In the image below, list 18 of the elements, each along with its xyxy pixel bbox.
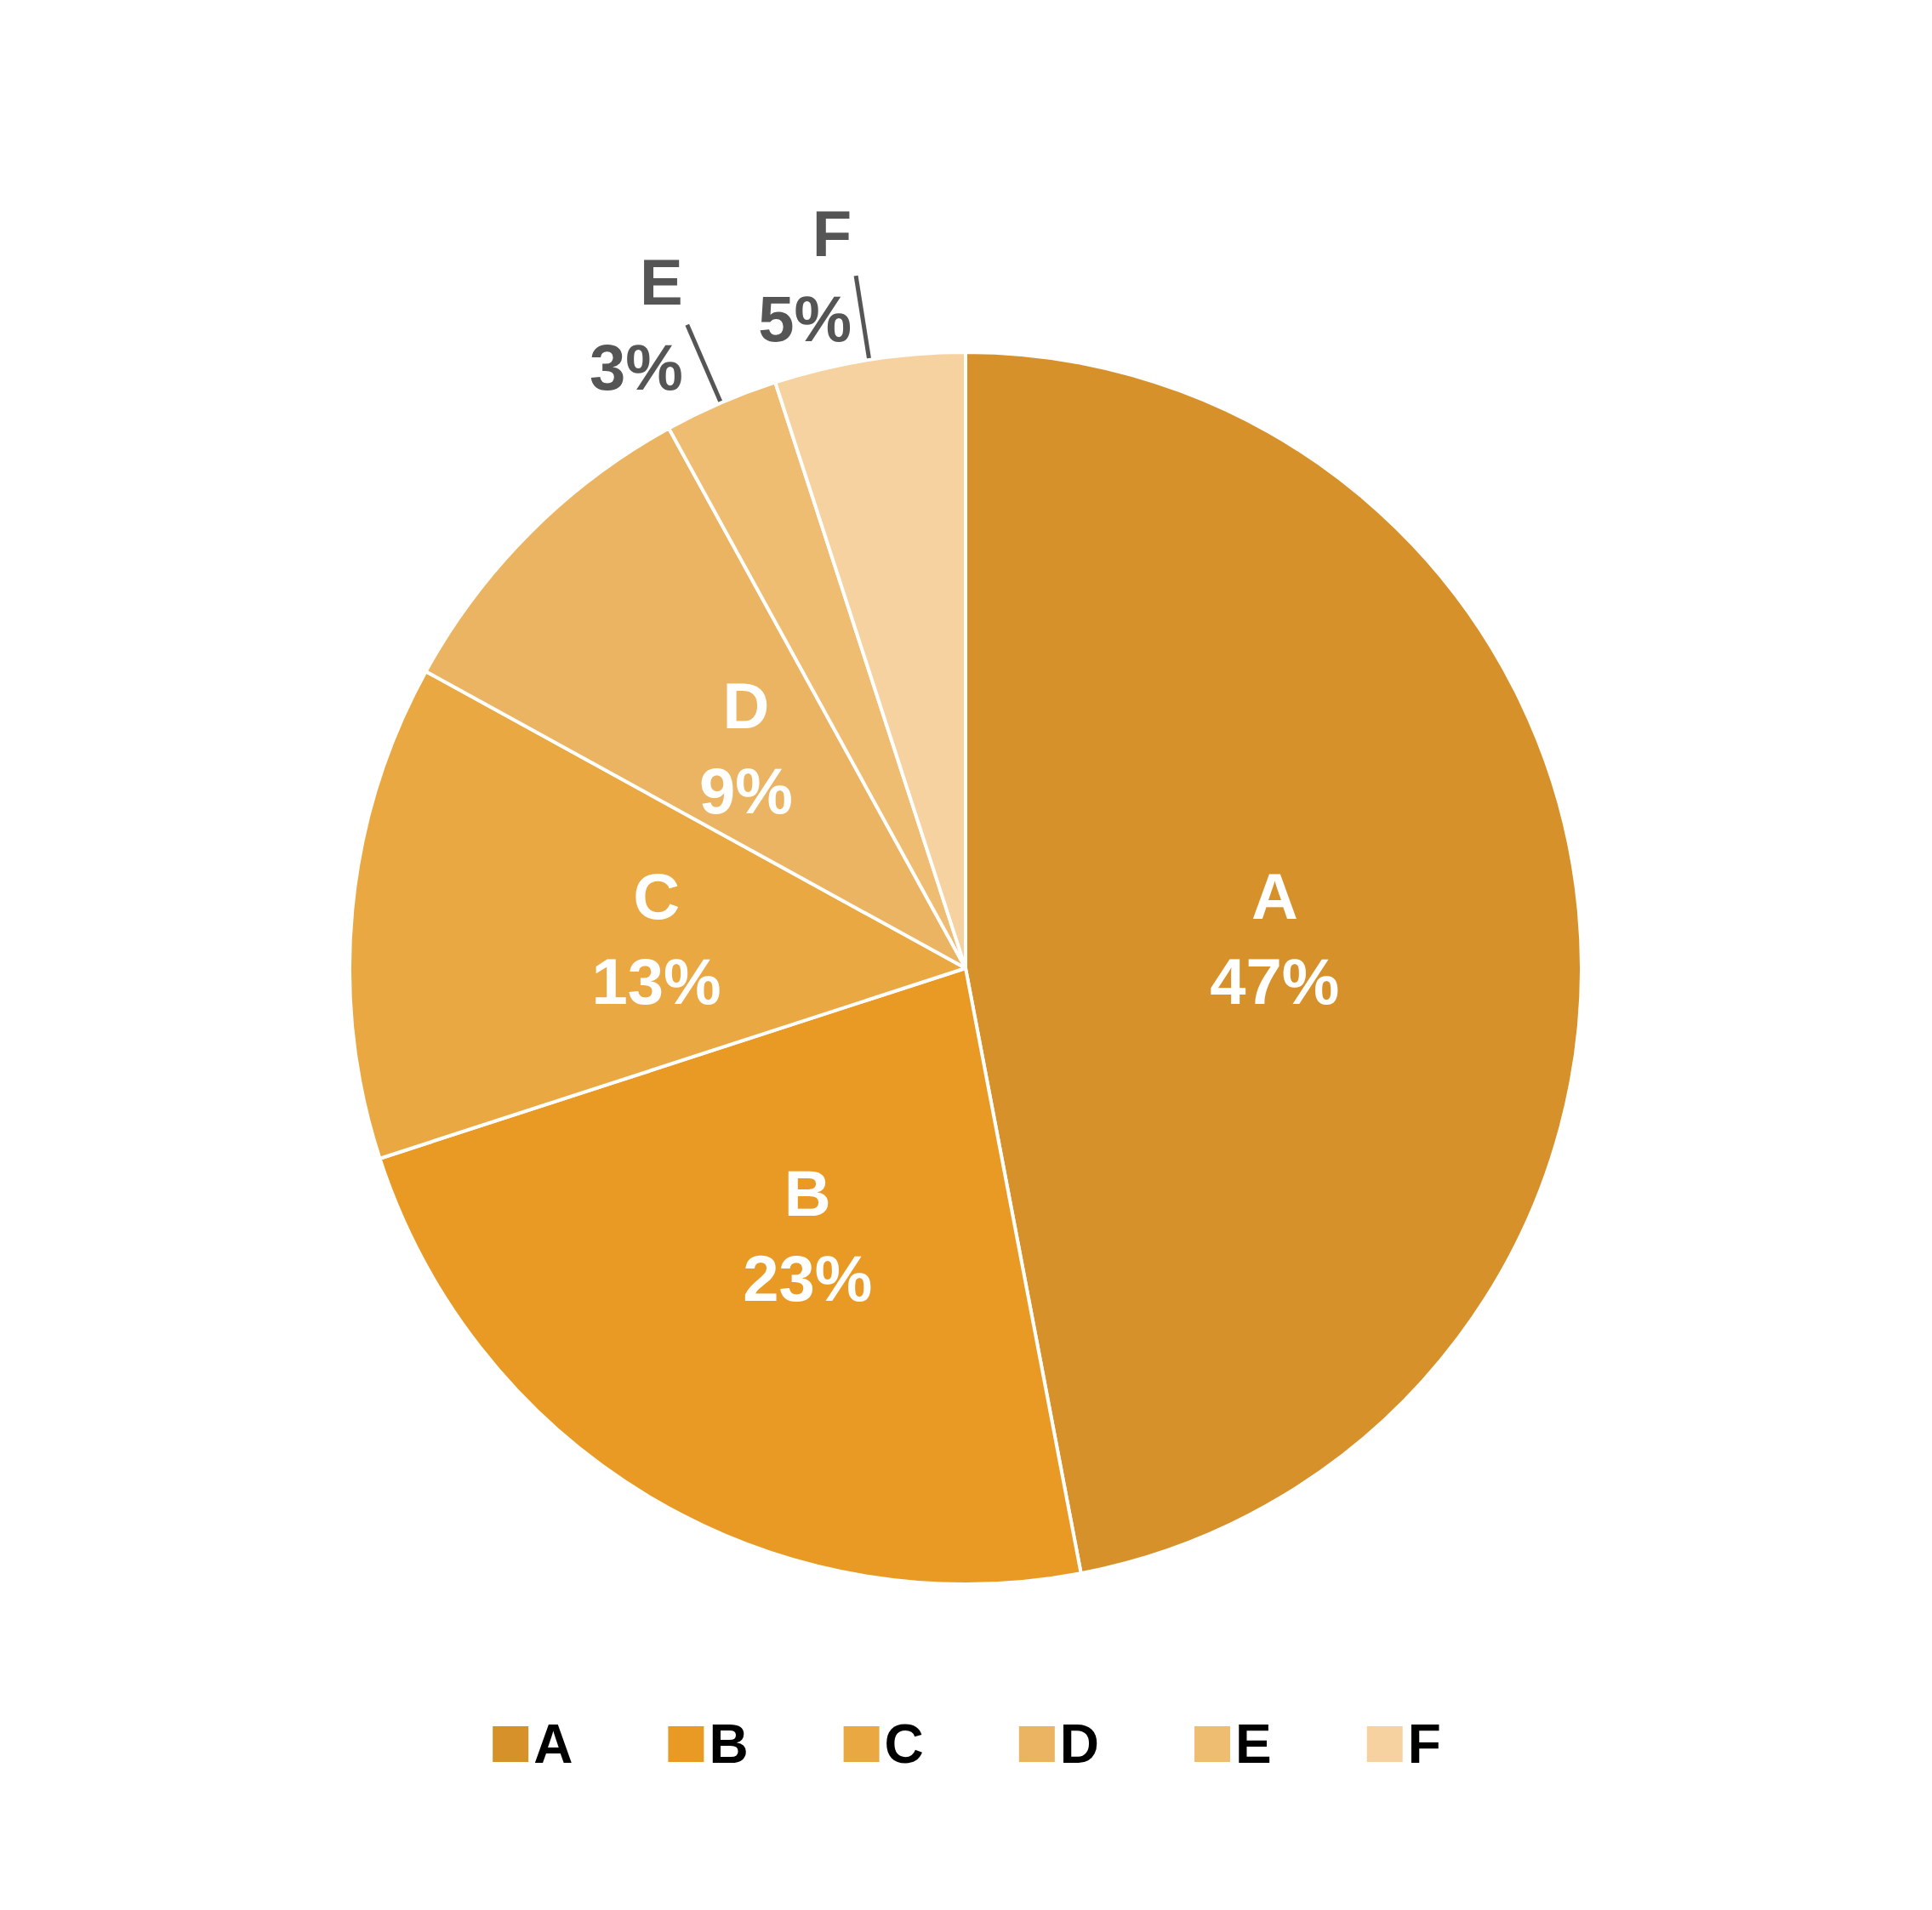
legend-label: A (533, 1713, 573, 1775)
legend-label: F (1407, 1713, 1441, 1775)
legend-label: D (1059, 1713, 1100, 1775)
data-label: 47% (1210, 945, 1340, 1018)
slice-label: E (640, 246, 683, 319)
slice-label: B (784, 1156, 831, 1229)
data-label: 5% (758, 282, 852, 355)
data-label: 3% (589, 331, 683, 404)
data-label: 13% (591, 945, 721, 1018)
legend-label: B (709, 1713, 749, 1775)
legend-label: C (884, 1713, 924, 1775)
data-label: 9% (698, 755, 793, 828)
slice-label: C (633, 860, 681, 933)
slice-label: D (722, 670, 770, 743)
data-label: 23% (743, 1241, 873, 1314)
slice-label: F (812, 197, 852, 270)
slice-label: A (1251, 860, 1298, 933)
legend-label: E (1235, 1713, 1272, 1775)
